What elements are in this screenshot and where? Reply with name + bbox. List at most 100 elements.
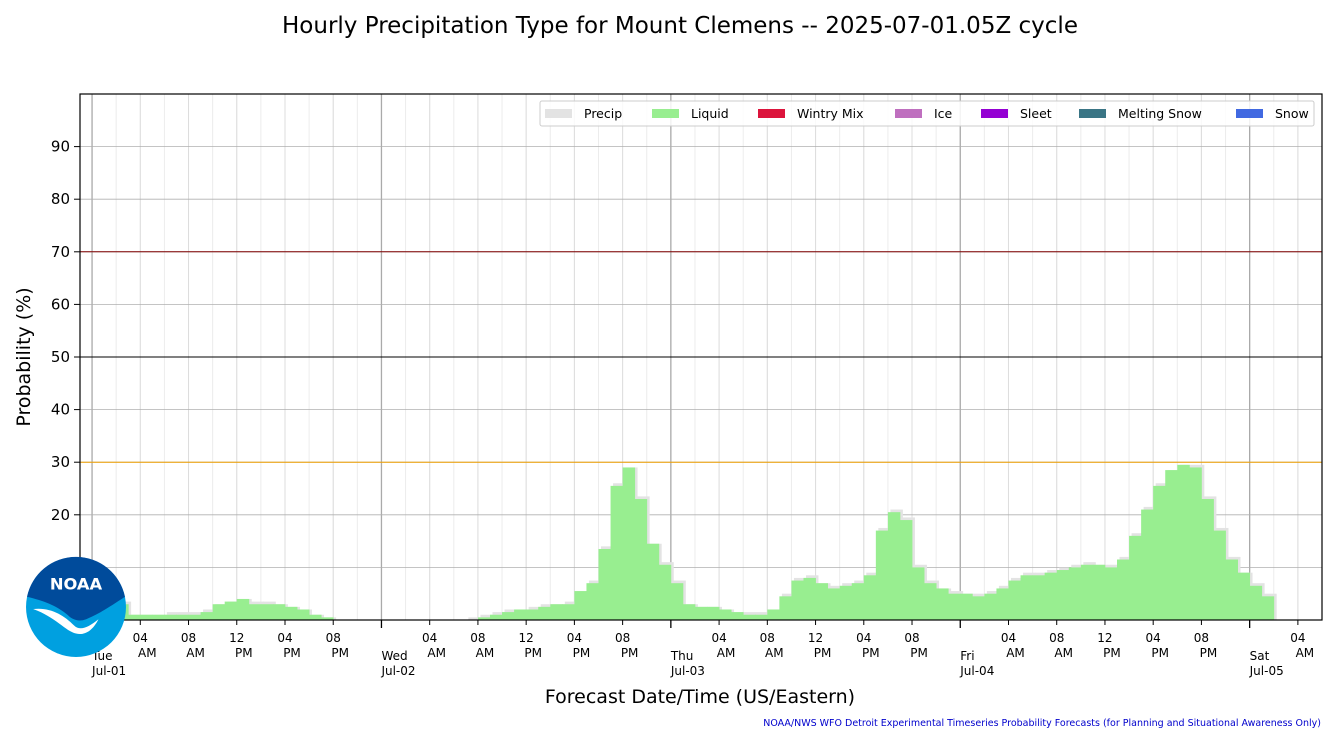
day-tick-date: Jul-03 (670, 664, 705, 678)
liquid-bar (164, 614, 177, 620)
hour-tick-label: 04 (1001, 631, 1016, 645)
legend-swatch (758, 109, 785, 118)
legend: Precip Liquid Wintry Mix Ice Sleet Melting Sn… (539, 100, 1315, 127)
liquid-bar (297, 609, 310, 620)
liquid-bar (284, 606, 298, 620)
ampm-tick-label: AM (765, 646, 784, 660)
plot-area (79, 93, 1323, 621)
hour-tick-label: 08 (615, 631, 630, 645)
liquid-bar (887, 512, 901, 620)
hour-tick-label: 12 (229, 631, 244, 645)
liquid-bar (188, 614, 201, 620)
ampm-tick-label: AM (717, 646, 736, 660)
hour-tick-label: 08 (1049, 631, 1064, 645)
liquid-bar (948, 593, 961, 620)
liquid-bar (586, 583, 599, 620)
ampm-tick-label: AM (1296, 646, 1315, 660)
ampm-tick-label: PM (814, 646, 832, 660)
liquid-bar (791, 580, 804, 620)
y-tick-label: 90 (51, 138, 70, 156)
liquid-bars (104, 464, 1275, 620)
y-tick-label: 80 (51, 190, 70, 208)
legend-swatch (545, 109, 572, 118)
liquid-bar (502, 612, 515, 620)
day-tick-weekday: Fri (960, 649, 974, 663)
liquid-bar (670, 583, 684, 620)
footer-disclaimer: NOAA/NWS WFO Detroit Experimental Timese… (763, 718, 1321, 729)
liquid-bar (538, 606, 551, 620)
liquid-bar (1237, 572, 1251, 620)
ampm-tick-label: PM (621, 646, 639, 660)
liquid-bar (622, 467, 636, 620)
liquid-bar (1225, 559, 1238, 620)
liquid-bar (1117, 559, 1130, 620)
liquid-bar (767, 609, 780, 620)
y-axis: 20 30 40 50 60 70 80 90 (51, 138, 80, 524)
x-axis: 04AM08AM12PM04PM08PM04AM08AM12PM04PM08PM… (91, 620, 1314, 678)
hour-tick-label: 08 (470, 631, 485, 645)
liquid-bar (1068, 567, 1082, 620)
liquid-bar (972, 596, 985, 620)
liquid-bar (236, 598, 250, 620)
liquid-bar (598, 548, 611, 620)
hour-tick-label: 12 (808, 631, 823, 645)
y-tick-label: 40 (51, 401, 70, 419)
legend-label: Ice (934, 106, 953, 121)
legend-label: Precip (584, 106, 622, 121)
liquid-bar (899, 520, 913, 620)
liquid-bar (526, 609, 539, 620)
ampm-tick-label: PM (1200, 646, 1218, 660)
liquid-bar (477, 617, 491, 620)
liquid-bar (1092, 564, 1106, 620)
liquid-bar (1020, 575, 1034, 620)
liquid-bar (562, 604, 575, 620)
liquid-bar (550, 604, 563, 620)
liquid-bar (1080, 564, 1094, 620)
liquid-bar (815, 583, 829, 620)
liquid-bar (1032, 575, 1046, 620)
y-tick-label: 30 (51, 453, 70, 471)
liquid-bar (1129, 535, 1142, 620)
hour-tick-label: 12 (1097, 631, 1112, 645)
hour-tick-label: 04 (422, 631, 437, 645)
liquid-bar (1177, 464, 1190, 620)
reference-lines (80, 251, 1322, 463)
hour-tick-label: 08 (181, 631, 196, 645)
liquid-bar (1165, 470, 1178, 620)
liquid-bar (309, 614, 322, 620)
liquid-bar (514, 609, 527, 620)
ampm-tick-label: PM (283, 646, 301, 660)
liquid-bar (682, 604, 696, 620)
liquid-bar (960, 593, 973, 620)
liquid-bar (272, 604, 286, 620)
liquid-bar (984, 593, 997, 620)
day-tick-date: Jul-01 (91, 664, 126, 678)
liquid-bar (936, 588, 949, 620)
y-tick-label: 50 (51, 348, 70, 366)
legend-swatch (981, 109, 1008, 118)
hour-tick-label: 04 (1290, 631, 1305, 645)
legend-label: Snow (1275, 106, 1309, 121)
liquid-bar (851, 583, 865, 620)
legend-label: Liquid (691, 106, 729, 121)
liquid-bar (646, 543, 660, 620)
hour-tick-label: 08 (760, 631, 775, 645)
hour-tick-label: 04 (277, 631, 292, 645)
liquid-bar (803, 577, 816, 620)
liquid-bar (707, 606, 720, 620)
legend-label: Sleet (1020, 106, 1052, 121)
liquid-bar (140, 614, 153, 620)
liquid-bar (996, 588, 1009, 620)
hour-tick-label: 08 (904, 631, 919, 645)
liquid-bar (779, 596, 792, 620)
liquid-bar (489, 614, 503, 620)
y-tick-label: 20 (51, 506, 70, 524)
liquid-bar (1213, 530, 1226, 620)
ampm-tick-label: AM (427, 646, 446, 660)
precip-bar (468, 617, 481, 620)
hour-tick-label: 08 (1194, 631, 1209, 645)
ampm-tick-label: PM (1103, 646, 1121, 660)
day-tick-weekday: Wed (381, 649, 407, 663)
liquid-bar (924, 583, 937, 620)
